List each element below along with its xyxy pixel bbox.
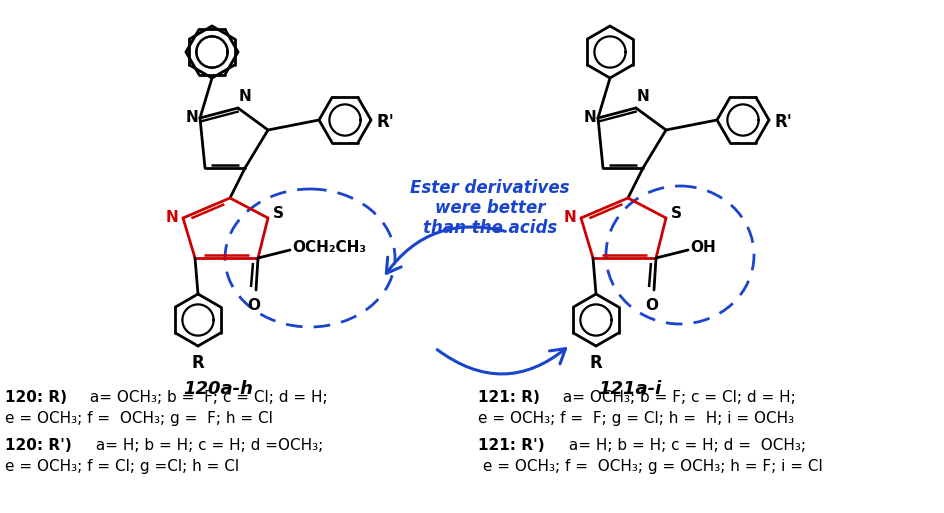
Text: OCH₂CH₃: OCH₂CH₃ bbox=[292, 241, 365, 255]
Text: N: N bbox=[239, 89, 251, 104]
Text: R': R' bbox=[377, 113, 395, 131]
Text: than the acids: than the acids bbox=[422, 219, 557, 237]
Text: 120: R'): 120: R') bbox=[5, 438, 72, 453]
Text: N: N bbox=[563, 210, 576, 226]
Text: N: N bbox=[636, 89, 649, 104]
Text: O: O bbox=[247, 298, 261, 313]
Text: e = OCH₃; f =  F; g = Cl; h =  H; i = OCH₃: e = OCH₃; f = F; g = Cl; h = H; i = OCH₃ bbox=[478, 411, 793, 426]
Text: N: N bbox=[165, 210, 177, 226]
Text: S: S bbox=[670, 207, 682, 222]
FancyArrowPatch shape bbox=[386, 227, 505, 273]
Text: 121: R): 121: R) bbox=[478, 390, 539, 405]
Text: N: N bbox=[185, 110, 198, 126]
FancyArrowPatch shape bbox=[437, 349, 565, 374]
Text: R: R bbox=[192, 354, 204, 372]
Text: Ester derivatives: Ester derivatives bbox=[410, 179, 569, 197]
Text: e = OCH₃; f =  OCH₃; g =  F; h = Cl: e = OCH₃; f = OCH₃; g = F; h = Cl bbox=[5, 411, 273, 426]
Text: OH: OH bbox=[689, 241, 715, 255]
Text: a= H; b = H; c = H; d =OCH₃;: a= H; b = H; c = H; d =OCH₃; bbox=[91, 438, 323, 453]
Text: 121a-i: 121a-i bbox=[598, 380, 661, 398]
Text: S: S bbox=[273, 207, 284, 222]
Text: N: N bbox=[582, 110, 596, 126]
Text: a= OCH₃; b = F; c = Cl; d = H;: a= OCH₃; b = F; c = Cl; d = H; bbox=[557, 390, 795, 405]
Text: a= H; b = H; c = H; d =  OCH₃;: a= H; b = H; c = H; d = OCH₃; bbox=[564, 438, 805, 453]
Text: O: O bbox=[645, 298, 658, 313]
Text: R: R bbox=[589, 354, 601, 372]
Text: e = OCH₃; f = Cl; g =Cl; h = Cl: e = OCH₃; f = Cl; g =Cl; h = Cl bbox=[5, 459, 239, 474]
Text: e = OCH₃; f =  OCH₃; g = OCH₃; h = F; i = Cl: e = OCH₃; f = OCH₃; g = OCH₃; h = F; i =… bbox=[478, 459, 822, 474]
Text: R': R' bbox=[774, 113, 792, 131]
Text: a= OCH₃; b =  F; c = Cl; d = H;: a= OCH₃; b = F; c = Cl; d = H; bbox=[85, 390, 328, 405]
Text: 120a-h: 120a-h bbox=[183, 380, 253, 398]
Text: were better: were better bbox=[434, 199, 545, 217]
Text: 121: R'): 121: R') bbox=[478, 438, 544, 453]
Text: 120: R): 120: R) bbox=[5, 390, 67, 405]
